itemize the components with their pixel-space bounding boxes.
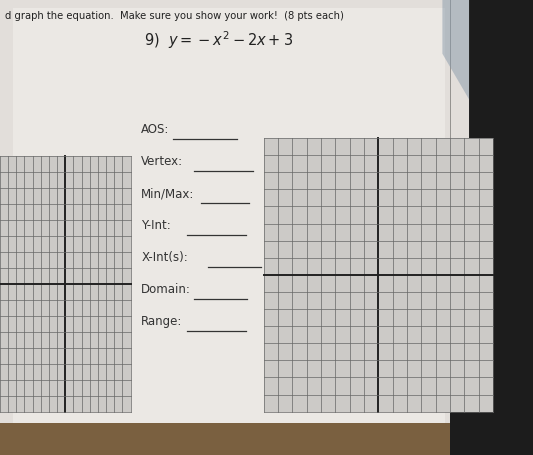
Bar xyxy=(0,423,450,455)
Bar xyxy=(13,9,445,428)
Text: Domain:: Domain: xyxy=(141,283,191,295)
Text: AOS:: AOS: xyxy=(141,123,169,136)
Polygon shape xyxy=(442,0,469,100)
Text: d graph the equation.  Make sure you show your work!  (8 pts each): d graph the equation. Make sure you show… xyxy=(5,11,344,21)
Bar xyxy=(0,0,450,455)
Bar xyxy=(264,139,493,412)
Polygon shape xyxy=(450,0,469,205)
Bar xyxy=(0,157,131,412)
Text: 9)  $y = -x^2 - 2x + 3$: 9) $y = -x^2 - 2x + 3$ xyxy=(144,30,293,51)
Text: Vertex:: Vertex: xyxy=(141,155,183,168)
Text: Y-Int:: Y-Int: xyxy=(141,219,171,232)
Bar xyxy=(450,0,533,455)
Text: Min/Max:: Min/Max: xyxy=(141,187,195,200)
Text: X-Int(s):: X-Int(s): xyxy=(141,251,188,263)
Text: Range:: Range: xyxy=(141,314,183,327)
